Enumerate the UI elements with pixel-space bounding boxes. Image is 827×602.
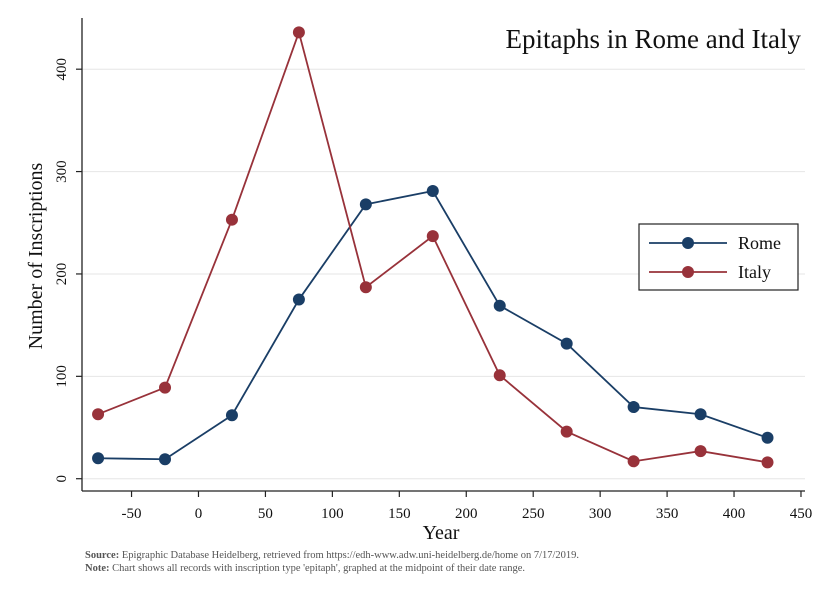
y-tick-label: 100	[54, 365, 70, 388]
legend-label-rome: Rome	[738, 233, 781, 253]
data-point-rome	[493, 299, 506, 312]
legend-marker-rome	[682, 237, 694, 249]
y-axis-label: Number of Inscriptions	[25, 162, 47, 349]
x-tick-label: 450	[790, 506, 813, 522]
data-point-italy	[694, 445, 707, 458]
x-tick-label: 200	[455, 506, 478, 522]
y-tick-label: 0	[54, 475, 70, 483]
x-tick-label: 150	[388, 506, 411, 522]
x-tick-label: 0	[195, 506, 203, 522]
note-footnote: Note: Chart shows all records with inscr…	[85, 563, 525, 574]
data-point-italy	[159, 381, 172, 394]
data-point-rome	[359, 198, 372, 211]
y-tick-label: 300	[54, 160, 70, 183]
data-point-rome	[560, 337, 573, 350]
line-chart: 0 100 200 300 400 -50 0 50 100 150 200 250 300 350 400…	[25, 18, 812, 544]
series-layer	[92, 26, 774, 469]
data-point-rome	[761, 431, 774, 444]
data-point-italy	[359, 281, 372, 294]
gridlines	[82, 68, 805, 480]
x-tick-label: 50	[258, 506, 273, 522]
x-tick-label: 300	[589, 506, 612, 522]
x-tick-label: 250	[522, 506, 545, 522]
source-text: Epigraphic Database Heidelberg, retrieve…	[119, 550, 580, 561]
x-tick-label: 100	[321, 506, 344, 522]
data-point-italy	[627, 455, 640, 468]
data-point-italy	[225, 213, 238, 226]
data-point-italy	[292, 26, 305, 39]
y-tick-label: 200	[54, 263, 70, 286]
data-point-rome	[92, 452, 105, 465]
data-point-italy	[493, 369, 506, 382]
data-point-rome	[159, 453, 172, 466]
data-point-rome	[694, 408, 707, 421]
legend-label-italy: Italy	[738, 262, 771, 282]
legend-marker-italy	[682, 266, 694, 278]
source-footnote: Source: Epigraphic Database Heidelberg, …	[85, 550, 579, 561]
x-axis-label: Year	[423, 522, 460, 544]
x-tick-label: 350	[656, 506, 679, 522]
data-point-italy	[426, 230, 439, 243]
data-point-italy	[92, 408, 105, 421]
x-tick-label: 400	[723, 506, 746, 522]
chart-title: Epitaphs in Rome and Italy	[506, 24, 802, 54]
note-label: Note:	[85, 563, 110, 574]
legend: Rome Italy	[638, 223, 799, 291]
x-tick-label: -50	[122, 506, 142, 522]
data-point-rome	[627, 401, 640, 414]
data-point-rome	[426, 185, 439, 198]
data-point-italy	[560, 425, 573, 438]
data-point-italy	[761, 456, 774, 469]
data-point-rome	[292, 293, 305, 306]
y-tick-label: 400	[54, 58, 70, 81]
note-text: Chart shows all records with inscription…	[109, 563, 526, 574]
legend-box	[638, 223, 799, 291]
axes: 0 100 200 300 400 -50 0 50 100 150 200 250 300 350 400…	[54, 18, 812, 522]
source-label: Source:	[85, 550, 120, 561]
data-point-rome	[225, 409, 238, 422]
